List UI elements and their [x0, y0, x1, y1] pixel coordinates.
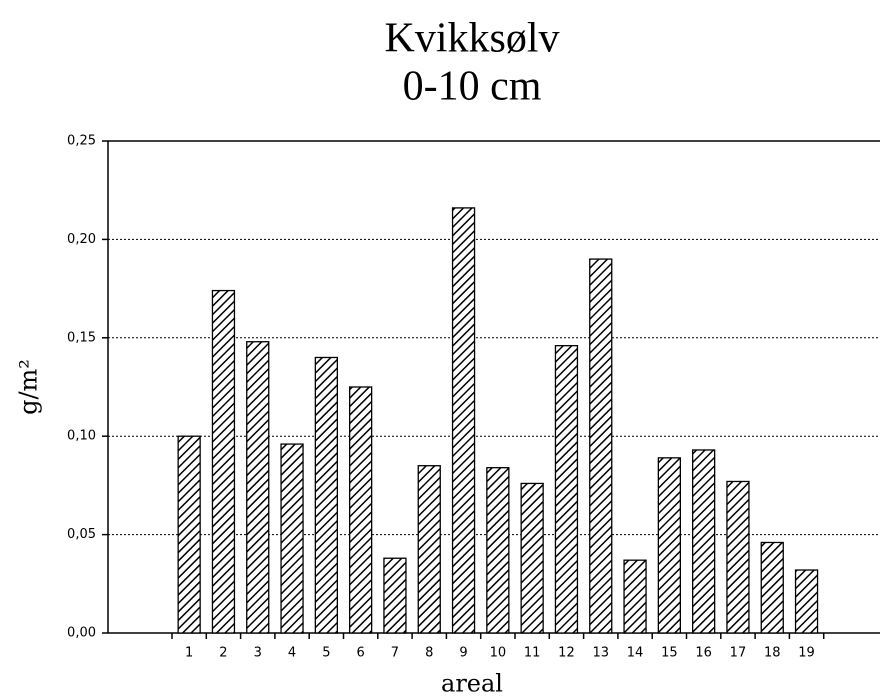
bar	[794, 569, 819, 634]
bar	[451, 207, 476, 634]
x-tick-label: 4	[288, 646, 296, 661]
bar	[692, 449, 716, 634]
x-axis-label: areal	[441, 670, 503, 698]
bar	[657, 457, 681, 634]
x-tick-label: 17	[730, 646, 747, 661]
y-tick-label: 0,20	[67, 232, 96, 247]
x-tick-label: 15	[661, 646, 678, 661]
x-tick-label: 14	[627, 646, 644, 661]
x-tick-label: 2	[219, 646, 227, 661]
x-tick-label: 12	[558, 646, 575, 661]
bar	[726, 480, 750, 634]
bar	[177, 435, 201, 634]
x-tick-label: 18	[764, 646, 781, 661]
x-tick-label: 6	[357, 646, 365, 661]
x-tick-label: 13	[592, 646, 609, 661]
x-tick-label: 5	[322, 646, 330, 661]
bar	[589, 258, 613, 634]
bar	[520, 482, 544, 634]
x-tick-label: 16	[695, 646, 712, 661]
bar	[383, 557, 407, 634]
y-tick-label: 0,15	[67, 330, 96, 345]
bar	[211, 289, 236, 634]
y-tick-label: 0,10	[67, 429, 96, 444]
x-tick-label: 19	[798, 646, 815, 661]
x-tick-label: 1	[185, 646, 193, 661]
bar	[486, 467, 510, 634]
chart-subtitle: 0-10 cm	[403, 64, 542, 110]
bar	[280, 443, 304, 634]
x-tick-label: 3	[254, 646, 262, 661]
x-tick-label: 7	[391, 646, 399, 661]
y-tick-label: 0,05	[67, 527, 96, 542]
bar	[348, 386, 373, 634]
bar	[623, 559, 647, 634]
chart-title: Kvikksølv	[384, 16, 559, 62]
y-tick-label: 0,00	[67, 626, 96, 641]
x-tick-label: 8	[425, 646, 433, 661]
y-axis-label: g/m²	[15, 359, 43, 415]
y-tick-label: 0,25	[67, 134, 96, 149]
bar	[314, 356, 339, 634]
bar	[554, 345, 579, 634]
bar	[760, 541, 784, 634]
bar	[417, 465, 441, 634]
x-tick-label: 9	[459, 646, 467, 661]
x-tick-label: 10	[490, 646, 507, 661]
x-tick-label: 11	[524, 646, 541, 661]
bar	[246, 341, 270, 634]
